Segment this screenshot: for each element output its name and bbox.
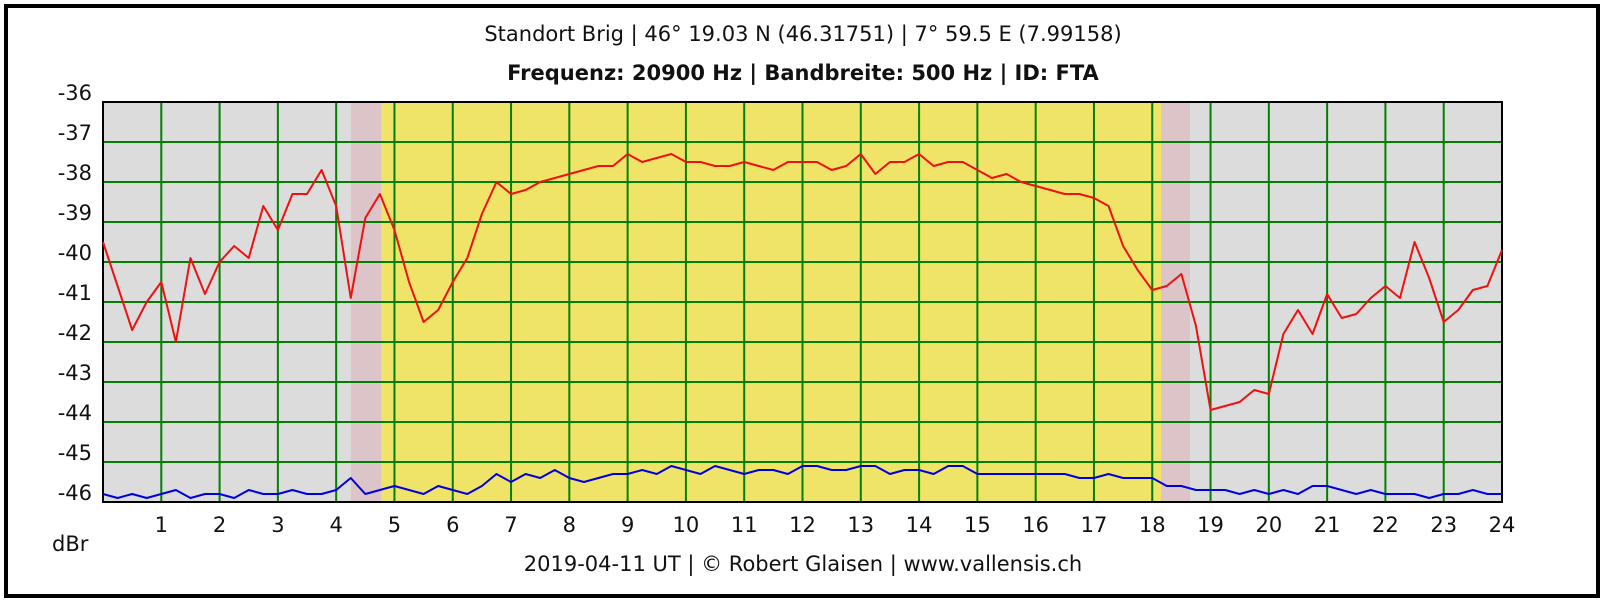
x-tick-label: 2	[213, 513, 226, 537]
x-tick-label: 9	[621, 513, 634, 537]
y-tick-label: -37	[58, 121, 92, 145]
x-tick-label: 14	[906, 513, 933, 537]
series-line	[102, 465, 1502, 499]
x-tick-label: 21	[1314, 513, 1341, 537]
x-tick-label: 6	[446, 513, 459, 537]
x-tick-label: 4	[329, 513, 342, 537]
footer: 2019-04-11 UT | © Robert Glaisen | www.v…	[524, 552, 1082, 577]
x-tick-label: 24	[1489, 513, 1516, 537]
y-tick-label: -42	[58, 321, 92, 345]
plot-area: -46-45-44-43-42-41-40-39-38-37-361 2 3 4 5 6 7…	[58, 81, 1516, 537]
chart-subtitle: Frequenz: 20900 Hz | Bandbreite: 500 Hz …	[507, 61, 1099, 86]
y-tick-label: -40	[58, 241, 92, 265]
y-tick-label: -41	[58, 281, 92, 305]
y-tick-label: -45	[58, 441, 92, 465]
y-axis-label: dBr	[52, 532, 89, 556]
x-tick-label: 22	[1372, 513, 1399, 537]
x-tick-label: 12	[789, 513, 816, 537]
x-tick-label: 5	[388, 513, 401, 537]
y-tick-label: -39	[58, 201, 92, 225]
x-tick-label: 7	[504, 513, 517, 537]
y-tick-label: -46	[58, 481, 92, 505]
y-tick-label: -38	[58, 161, 92, 185]
x-tick-label: 19	[1197, 513, 1224, 537]
plot-border	[102, 101, 1503, 503]
x-tick-label: 23	[1430, 513, 1457, 537]
x-tick-label: 16	[1022, 513, 1049, 537]
x-tick-label: 3	[271, 513, 284, 537]
x-tick-label: 17	[1081, 513, 1108, 537]
series-line	[102, 153, 1503, 411]
x-tick-label: 8	[563, 513, 576, 537]
x-tick-label: 13	[847, 513, 874, 537]
x-tick-label: 11	[731, 513, 758, 537]
x-tick-label: 20	[1255, 513, 1282, 537]
y-tick-label: -44	[58, 401, 92, 425]
x-tick-label: 15	[964, 513, 991, 537]
y-tick-label: -43	[58, 361, 92, 385]
x-tick-label: 18	[1139, 513, 1166, 537]
y-tick-label: -36	[58, 81, 92, 105]
x-tick-label: 10	[673, 513, 700, 537]
chart-title: Standort Brig | 46° 19.03 N (46.31751) |…	[484, 22, 1121, 47]
x-tick-label: 1	[155, 513, 168, 537]
